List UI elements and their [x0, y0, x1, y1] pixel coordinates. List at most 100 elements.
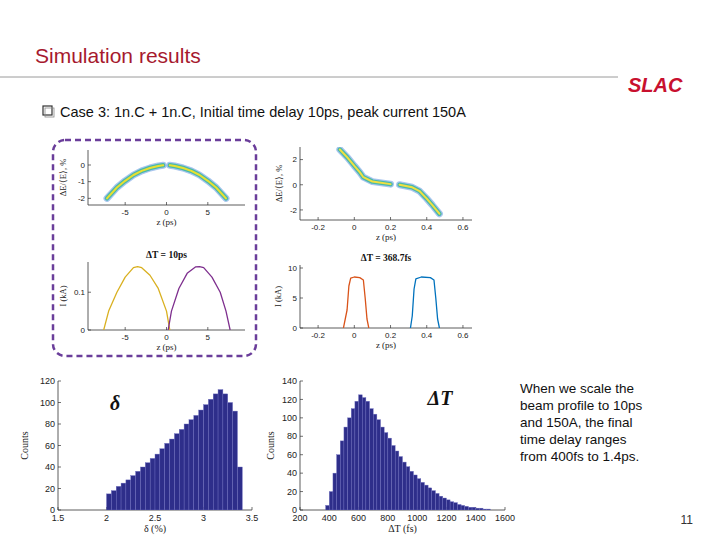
- x-tick: [505, 507, 506, 510]
- x-tick-label: 1000: [407, 513, 427, 523]
- hist-bar: [107, 494, 112, 510]
- density-core: [107, 165, 163, 198]
- plot-area: [107, 390, 243, 510]
- x-tick-label: 3: [201, 513, 206, 523]
- hist-bar: [450, 502, 454, 510]
- x-tick-label: 1400: [466, 513, 486, 523]
- hist-bar: [208, 399, 213, 510]
- x-tick-label: 0.2: [385, 223, 397, 232]
- hist-bar: [228, 403, 233, 511]
- density-core: [400, 185, 440, 214]
- x-tick-label: 1200: [436, 513, 456, 523]
- x-tick-label: 0.4: [421, 223, 433, 232]
- slide: Simulation resultsSLACCase 3: 1n.C + 1n.…: [0, 0, 720, 540]
- y-tick-label: 0: [293, 324, 298, 333]
- page-number: 11: [681, 513, 694, 527]
- hist-bar: [165, 443, 170, 510]
- bullet-shadow: [45, 108, 54, 117]
- hist-bar: [476, 508, 480, 510]
- x-tick-label: -5: [122, 333, 130, 342]
- y-tick-label: 0: [293, 181, 298, 190]
- density-mid: [170, 165, 226, 198]
- x-tick: [58, 507, 59, 510]
- y-tick: [58, 467, 61, 468]
- title-rule: [0, 77, 618, 78]
- chart: 1.522.533.5020406080100120δ (%)Countsδ: [19, 376, 258, 535]
- x-axis: [300, 220, 472, 221]
- y-tick-label: -2: [78, 194, 86, 203]
- chart: -50500.1z (ps)I (kA)ΔT = 10ps: [58, 250, 245, 352]
- hist-bar: [465, 506, 469, 510]
- x-tick: [125, 327, 126, 330]
- density-glow: [107, 165, 163, 198]
- hist-bar: [399, 457, 403, 510]
- hist-bar: [410, 471, 414, 510]
- hist-bar: [218, 390, 223, 510]
- y-axis-label: I (kA): [58, 285, 68, 306]
- hist-bar: [333, 473, 337, 510]
- density-mid: [340, 150, 391, 185]
- y-tick: [88, 330, 91, 331]
- hist-bar: [370, 409, 374, 510]
- y-tick: [300, 159, 303, 160]
- hist-bar: [461, 505, 465, 510]
- y-axis-label: ΔE/⟨E⟩, %: [58, 159, 68, 197]
- hist-bar: [468, 507, 472, 510]
- hist-bar: [233, 411, 238, 510]
- hist-bar: [189, 420, 194, 510]
- hist-bar: [150, 458, 155, 510]
- y-tick-label: 60: [45, 441, 55, 451]
- y-tick: [300, 473, 303, 474]
- y-tick-label: 0.1: [74, 288, 86, 297]
- x-tick-label: -5: [122, 208, 130, 217]
- x-tick: [300, 507, 301, 510]
- y-tick: [300, 491, 303, 492]
- chart: -0.200.20.40.60510z (ps)I (kA)ΔT = 368.7…: [273, 253, 472, 350]
- hist-bar: [116, 486, 121, 510]
- y-tick-label: 0: [81, 326, 86, 335]
- note-line: from 400fs to 1.4ps.: [520, 449, 639, 464]
- hist-bar: [136, 471, 141, 510]
- y-tick: [88, 292, 91, 293]
- y-tick-label: 0: [81, 161, 86, 170]
- y-tick-label: -2: [290, 206, 298, 215]
- x-tick: [125, 202, 126, 205]
- annotation: ΔT: [427, 387, 454, 409]
- y-axis-label: I (kA): [273, 286, 283, 307]
- hist-bar: [199, 410, 204, 510]
- y-tick-label: 20: [45, 484, 55, 494]
- hist-bar: [377, 420, 381, 510]
- y-axis-label: Counts: [265, 431, 276, 459]
- hist-bar: [326, 505, 330, 510]
- density-core: [170, 165, 226, 198]
- y-tick-label: 60: [287, 450, 297, 460]
- y-tick: [300, 436, 303, 437]
- x-tick-label: -0.2: [311, 223, 325, 232]
- x-tick-label: -0.2: [311, 331, 325, 340]
- hist-bar: [121, 483, 126, 510]
- y-tick-label: 120: [282, 395, 297, 405]
- note-line: beam profile to 10ps: [520, 398, 643, 413]
- hist-bar: [223, 394, 228, 510]
- note-line: When we scale the: [520, 381, 634, 396]
- hist-bar: [355, 401, 359, 510]
- hist-bar: [384, 433, 388, 510]
- y-tick: [300, 417, 303, 418]
- y-tick-label: 40: [45, 462, 55, 472]
- y-tick: [300, 328, 303, 329]
- x-tick: [252, 507, 253, 510]
- x-tick-label: 2: [104, 513, 109, 523]
- slide-title: Simulation results: [35, 44, 201, 67]
- hist-bar: [487, 509, 491, 510]
- current-line: [410, 277, 439, 328]
- x-tick-label: 0: [164, 208, 169, 217]
- x-tick: [207, 202, 208, 205]
- y-tick-label: 10: [288, 264, 297, 273]
- density-mid: [107, 165, 163, 198]
- y-tick: [58, 488, 61, 489]
- hist-bar: [403, 462, 407, 510]
- y-tick: [58, 424, 61, 425]
- y-tick-label: 120: [40, 376, 55, 386]
- hist-bar: [145, 463, 150, 510]
- x-tick-label: 2.5: [149, 513, 162, 523]
